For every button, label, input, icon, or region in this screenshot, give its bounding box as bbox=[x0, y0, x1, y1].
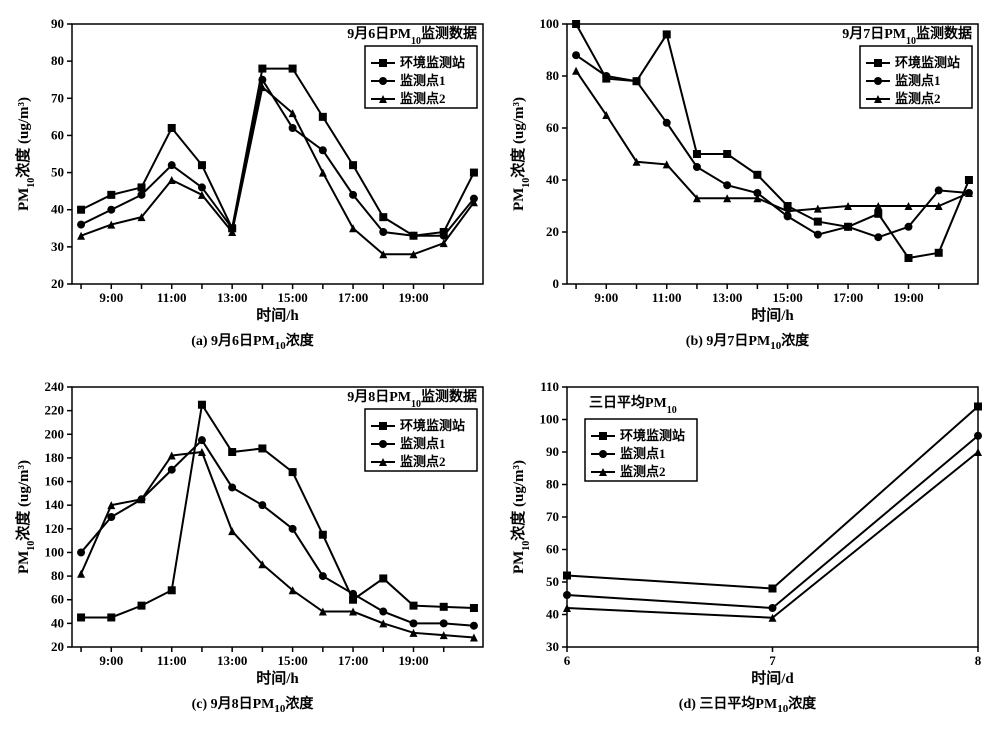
chart-a: 20 30 40 50 60 70 80 90 9:00 11:00 13:00 15:00 17:00… bbox=[10, 10, 495, 328]
svg-text:时间/h: 时间/h bbox=[256, 669, 299, 687]
svg-text:80: 80 bbox=[51, 568, 64, 583]
svg-text:11:00: 11:00 bbox=[157, 653, 187, 668]
chart-c: 20 40 60 80 100 120 140 160 180 200 220 240 9:00 11:0… bbox=[10, 373, 495, 691]
svg-text:PM10浓度 (ug/m³): PM10浓度 (ug/m³) bbox=[14, 97, 37, 211]
caption-a: (a) 9月6日PM10浓度 bbox=[10, 330, 495, 352]
svg-text:15:00: 15:00 bbox=[277, 290, 307, 305]
svg-text:11:00: 11:00 bbox=[157, 290, 187, 305]
svg-text:环境监测站: 环境监测站 bbox=[400, 418, 465, 433]
svg-text:监测点1: 监测点1 bbox=[400, 73, 446, 88]
svg-text:240: 240 bbox=[45, 379, 65, 394]
svg-text:160: 160 bbox=[45, 473, 65, 488]
svg-text:30: 30 bbox=[51, 239, 64, 254]
panel-b: 0 20 40 60 80 100 9:00 11:00 13:00 15:00 17:00 19:0… bbox=[505, 10, 990, 363]
svg-text:20: 20 bbox=[51, 276, 64, 291]
svg-text:60: 60 bbox=[546, 541, 559, 556]
svg-text:50: 50 bbox=[51, 165, 64, 180]
svg-text:100: 100 bbox=[45, 544, 65, 559]
svg-text:40: 40 bbox=[51, 615, 64, 630]
svg-text:70: 70 bbox=[51, 90, 64, 105]
svg-text:19:00: 19:00 bbox=[398, 290, 428, 305]
svg-text:PM10浓度 (ug/m³): PM10浓度 (ug/m³) bbox=[509, 97, 532, 211]
svg-text:100: 100 bbox=[540, 411, 560, 426]
svg-text:PM10浓度 (ug/m³): PM10浓度 (ug/m³) bbox=[509, 459, 532, 573]
svg-text:80: 80 bbox=[546, 68, 559, 83]
svg-text:19:00: 19:00 bbox=[398, 653, 428, 668]
panel-a: 20 30 40 50 60 70 80 90 9:00 11:00 13:00 15:00 17:00… bbox=[10, 10, 495, 363]
chart-d: 30 40 50 60 70 80 90 100 110 6 7 8 时间/d PM10浓度 (ug/m³… bbox=[505, 373, 990, 691]
svg-text:17:00: 17:00 bbox=[338, 290, 368, 305]
svg-text:40: 40 bbox=[51, 202, 64, 217]
svg-text:监测点2: 监测点2 bbox=[400, 454, 446, 469]
svg-text:20: 20 bbox=[546, 224, 559, 239]
svg-text:时间/h: 时间/h bbox=[256, 306, 299, 324]
svg-text:7: 7 bbox=[769, 653, 776, 668]
svg-text:8: 8 bbox=[975, 653, 982, 668]
svg-text:监测点1: 监测点1 bbox=[620, 446, 666, 461]
svg-text:180: 180 bbox=[45, 449, 65, 464]
svg-text:9:00: 9:00 bbox=[99, 290, 123, 305]
svg-text:9月8日PM10监测数据: 9月8日PM10监测数据 bbox=[347, 388, 477, 410]
svg-text:9月6日PM10监测数据: 9月6日PM10监测数据 bbox=[347, 25, 477, 47]
svg-text:15:00: 15:00 bbox=[772, 290, 802, 305]
svg-text:0: 0 bbox=[553, 276, 560, 291]
panel-c: 20 40 60 80 100 120 140 160 180 200 220 240 9:00 11:0… bbox=[10, 373, 495, 726]
svg-text:11:00: 11:00 bbox=[652, 290, 682, 305]
svg-text:70: 70 bbox=[546, 509, 559, 524]
svg-text:100: 100 bbox=[540, 16, 560, 31]
svg-text:监测点2: 监测点2 bbox=[620, 464, 666, 479]
svg-text:110: 110 bbox=[540, 379, 559, 394]
svg-text:PM10浓度 (ug/m³): PM10浓度 (ug/m³) bbox=[14, 459, 37, 573]
svg-text:20: 20 bbox=[51, 639, 64, 654]
svg-text:环境监测站: 环境监测站 bbox=[400, 55, 465, 70]
svg-text:220: 220 bbox=[45, 402, 65, 417]
svg-text:90: 90 bbox=[546, 444, 559, 459]
svg-text:监测点2: 监测点2 bbox=[895, 91, 941, 106]
svg-text:环境监测站: 环境监测站 bbox=[620, 428, 685, 443]
svg-text:19:00: 19:00 bbox=[893, 290, 923, 305]
svg-text:监测点1: 监测点1 bbox=[400, 436, 446, 451]
svg-text:120: 120 bbox=[45, 520, 65, 535]
svg-text:13:00: 13:00 bbox=[217, 653, 247, 668]
caption-b: (b) 9月7日PM10浓度 bbox=[505, 330, 990, 352]
svg-text:13:00: 13:00 bbox=[712, 290, 742, 305]
chart-b: 0 20 40 60 80 100 9:00 11:00 13:00 15:00 17:00 19:0… bbox=[505, 10, 990, 328]
svg-text:30: 30 bbox=[546, 639, 559, 654]
svg-text:17:00: 17:00 bbox=[833, 290, 863, 305]
svg-text:9:00: 9:00 bbox=[594, 290, 618, 305]
svg-text:140: 140 bbox=[45, 497, 65, 512]
svg-text:80: 80 bbox=[51, 53, 64, 68]
svg-text:三日平均PM10: 三日平均PM10 bbox=[589, 394, 677, 416]
svg-text:40: 40 bbox=[546, 172, 559, 187]
svg-text:60: 60 bbox=[546, 120, 559, 135]
caption-c: (c) 9月8日PM10浓度 bbox=[10, 693, 495, 715]
svg-text:90: 90 bbox=[51, 16, 64, 31]
svg-text:9月7日PM10监测数据: 9月7日PM10监测数据 bbox=[842, 25, 972, 47]
svg-text:时间/d: 时间/d bbox=[751, 669, 794, 687]
caption-d: (d) 三日平均PM10浓度 bbox=[505, 693, 990, 715]
svg-text:13:00: 13:00 bbox=[217, 290, 247, 305]
svg-text:17:00: 17:00 bbox=[338, 653, 368, 668]
svg-text:40: 40 bbox=[546, 606, 559, 621]
svg-text:监测点2: 监测点2 bbox=[400, 91, 446, 106]
svg-text:6: 6 bbox=[564, 653, 571, 668]
svg-text:15:00: 15:00 bbox=[277, 653, 307, 668]
svg-text:60: 60 bbox=[51, 127, 64, 142]
svg-text:200: 200 bbox=[45, 426, 65, 441]
svg-text:环境监测站: 环境监测站 bbox=[895, 55, 960, 70]
svg-text:80: 80 bbox=[546, 476, 559, 491]
svg-text:60: 60 bbox=[51, 591, 64, 606]
svg-text:时间/h: 时间/h bbox=[751, 306, 794, 324]
panel-d: 30 40 50 60 70 80 90 100 110 6 7 8 时间/d PM10浓度 (ug/m³… bbox=[505, 373, 990, 726]
svg-text:50: 50 bbox=[546, 574, 559, 589]
svg-text:监测点1: 监测点1 bbox=[895, 73, 941, 88]
svg-text:9:00: 9:00 bbox=[99, 653, 123, 668]
chart-grid: 20304050607080909:0011:0013:0015:0017:00… bbox=[10, 10, 990, 725]
